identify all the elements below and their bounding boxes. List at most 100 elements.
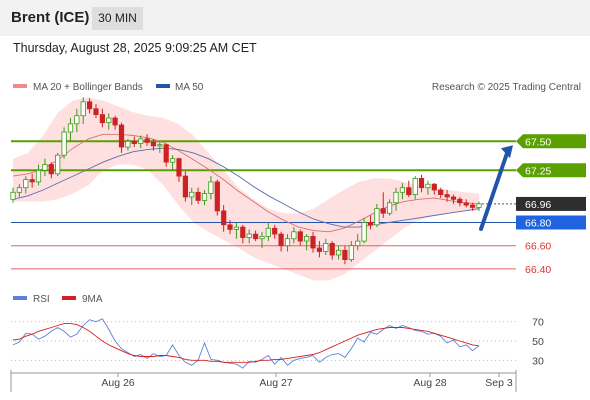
candle-body xyxy=(272,227,278,235)
candle-body xyxy=(74,115,80,125)
candle-body xyxy=(303,235,310,242)
ma50-line xyxy=(12,147,480,228)
candle-body xyxy=(29,179,35,183)
candle-body xyxy=(246,233,252,239)
rsi-tick-30: 30 xyxy=(532,355,544,367)
candle-body xyxy=(329,242,335,256)
forecast-arrow-head xyxy=(501,145,513,159)
timeframe-button[interactable]: 30 MIN xyxy=(92,7,143,30)
candle-body xyxy=(150,141,156,147)
candle-body xyxy=(80,101,86,117)
level-label-67.25: 67.25 xyxy=(525,165,551,177)
forecast-arrow-shaft xyxy=(479,151,509,231)
rsi-ma-legend-label: 9MA xyxy=(82,294,103,305)
candle-body xyxy=(61,131,67,156)
price-panel: 67.50 67.25 66.96 66.80 66.60 66.40 xyxy=(10,97,586,281)
x-tick-label: Aug 27 xyxy=(259,377,292,389)
rsi-tick-50: 50 xyxy=(532,336,544,348)
candle-body xyxy=(316,247,323,252)
level-label-67.50: 67.50 xyxy=(525,136,551,148)
candle-body xyxy=(444,194,450,198)
candle-body xyxy=(48,164,54,175)
candle-body xyxy=(227,224,233,230)
candle-body xyxy=(438,189,444,195)
candle-body xyxy=(284,238,291,247)
rsi-legend-label: RSI xyxy=(33,294,50,305)
candle-body xyxy=(259,235,265,240)
x-tick-label: Aug 28 xyxy=(413,377,446,389)
candle-body xyxy=(221,210,227,226)
candle-body xyxy=(367,222,374,226)
x-tick-label: Sep 3 xyxy=(485,377,513,389)
candle-body xyxy=(131,140,137,145)
instrument-title: Brent (ICE) xyxy=(11,9,90,26)
rsi-ma-line xyxy=(12,323,480,363)
candle-body xyxy=(157,144,163,147)
candle-body xyxy=(457,198,463,204)
candle-body xyxy=(450,196,457,200)
level-box-66.96 xyxy=(516,196,586,211)
chart-header: Brent (ICE) 30 MIN xyxy=(0,0,590,36)
candle-body xyxy=(23,179,29,189)
candle-body xyxy=(463,202,469,206)
candle-body xyxy=(425,183,431,189)
candle-body xyxy=(118,124,125,148)
candle-body xyxy=(355,240,361,247)
candle-body xyxy=(374,208,380,226)
candle-body xyxy=(291,231,297,240)
level-box-67.25 xyxy=(516,163,586,178)
rsi-tick-70: 70 xyxy=(532,317,544,329)
candle-body xyxy=(55,154,61,175)
candle-body xyxy=(431,183,437,191)
candle-body xyxy=(399,187,406,193)
candle-body xyxy=(386,202,393,214)
x-tick-label: Aug 26 xyxy=(101,377,134,389)
level-box-66.80 xyxy=(516,215,586,230)
candle-body xyxy=(208,181,214,194)
rsi-line xyxy=(12,318,480,369)
candle-body xyxy=(361,222,367,242)
candle-body xyxy=(380,208,386,214)
candle-body xyxy=(195,191,201,201)
candle-body xyxy=(10,191,16,200)
candle-body xyxy=(93,108,99,116)
candle-body xyxy=(265,227,271,237)
level-label-66.80: 66.80 xyxy=(525,217,551,229)
candle-body xyxy=(476,203,482,208)
candle-body xyxy=(144,138,150,143)
candle-body xyxy=(16,187,23,193)
candle-body xyxy=(112,117,118,126)
timestamp: Thursday, August 28, 2025 9:09:25 AM CET xyxy=(13,41,257,55)
candle-body xyxy=(106,117,112,123)
candle-body xyxy=(42,164,48,171)
rsi-legend: RSI 9MA xyxy=(13,294,103,305)
candle-body xyxy=(240,226,246,238)
candle-body xyxy=(163,144,169,163)
level-box-67.50 xyxy=(516,134,586,149)
candle-body xyxy=(87,101,93,110)
ma20-legend-label: MA 20 + Bollinger Bands xyxy=(33,82,143,93)
candle-body xyxy=(99,114,105,124)
x-axis: Aug 26 Aug 27 Aug 28 Sep 3 xyxy=(10,370,517,392)
candle-body xyxy=(297,231,303,242)
candle-body xyxy=(189,191,195,198)
credit-text: Research © 2025 Trading Central xyxy=(432,82,581,93)
candle-body xyxy=(201,193,208,201)
candle-body xyxy=(35,169,42,183)
candle-body xyxy=(169,158,176,163)
candle-body xyxy=(412,177,418,195)
level-label-66.60: 66.60 xyxy=(525,241,551,253)
candle-body xyxy=(278,233,284,247)
candle-body xyxy=(323,242,329,252)
candle-body xyxy=(214,181,220,212)
candle-body xyxy=(138,138,144,144)
candle-body xyxy=(125,140,131,148)
candle-body xyxy=(252,233,259,240)
candle-body xyxy=(418,177,425,189)
candle-body xyxy=(310,235,316,249)
ma20-legend-swatch xyxy=(13,84,27,88)
candle-body xyxy=(406,187,412,196)
rsi-legend-swatch xyxy=(13,296,27,300)
ma50-legend-swatch xyxy=(156,84,170,88)
